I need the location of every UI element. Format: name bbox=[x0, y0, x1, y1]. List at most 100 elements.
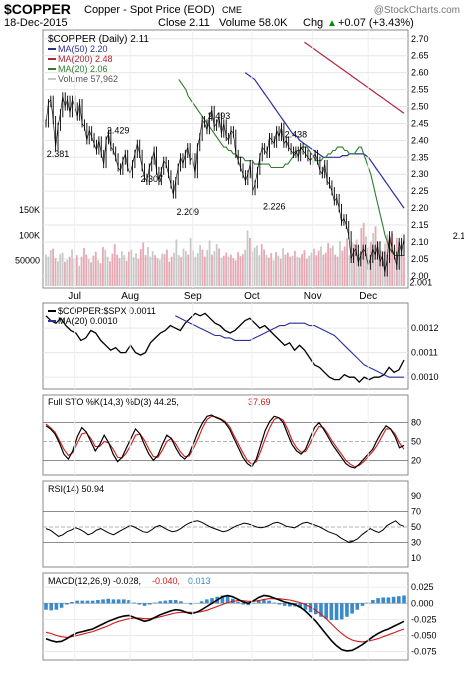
macd-histogram-bar bbox=[251, 602, 256, 604]
rsi-y-tick: 70 bbox=[411, 506, 421, 516]
volume-bar bbox=[343, 246, 346, 286]
macd-histogram-bar bbox=[262, 599, 266, 604]
chg-value: +0.07 (+3.43%) bbox=[338, 17, 414, 29]
volume-bar bbox=[331, 245, 334, 286]
volume-bar bbox=[301, 254, 303, 286]
macd-histogram-bar bbox=[96, 600, 100, 604]
ratio-y-tick: 0.0011 bbox=[411, 348, 438, 358]
volume-bar bbox=[220, 257, 223, 286]
volume-bar bbox=[52, 248, 55, 286]
volume-bar bbox=[64, 261, 66, 286]
volume-bar bbox=[158, 259, 161, 286]
volume-bar bbox=[116, 254, 119, 286]
volume-bar bbox=[334, 254, 337, 286]
volume-bar bbox=[377, 241, 379, 286]
macd-histogram-bar bbox=[111, 599, 116, 604]
stochastic-panel bbox=[42, 394, 409, 476]
sto-y-tick: 20 bbox=[411, 455, 421, 465]
month-label: Jul bbox=[68, 291, 81, 302]
volume-bar bbox=[320, 246, 322, 286]
volume-bar bbox=[208, 240, 211, 286]
volume-bar bbox=[135, 253, 137, 286]
macd-histogram-bar bbox=[127, 600, 131, 604]
price-y-tick: 2.30 bbox=[411, 169, 429, 179]
volume-bar bbox=[225, 252, 228, 286]
volume-bar bbox=[403, 256, 405, 286]
volume-bar bbox=[104, 249, 107, 286]
ratio-line bbox=[45, 312, 405, 384]
volume-bar bbox=[90, 262, 92, 286]
price-layer: 2.70 2.65 2.60 2.55 2.50 2.45 2.40 2.35 2.30 2.25… bbox=[15, 34, 464, 288]
volume-bar bbox=[163, 254, 166, 286]
volume-bar bbox=[388, 240, 391, 286]
rsi-title: RSI(14) 50.94 bbox=[48, 484, 104, 494]
volume-bar bbox=[83, 248, 85, 286]
close-value: Close 2.11 bbox=[158, 17, 210, 29]
price-annotation: 2.429 bbox=[107, 125, 130, 135]
volume-bar bbox=[239, 256, 242, 286]
volume-bar bbox=[199, 245, 202, 286]
volume-bar bbox=[393, 247, 396, 286]
macd-histogram-bar bbox=[163, 600, 168, 604]
volume-bar bbox=[279, 258, 282, 286]
ratio-panel bbox=[42, 302, 409, 390]
macd-histogram-bar bbox=[236, 601, 240, 604]
volume-bar bbox=[329, 248, 332, 286]
volume-bar bbox=[246, 230, 249, 286]
volume-bar bbox=[211, 254, 213, 286]
up-arrow-icon: ▲ bbox=[327, 18, 337, 29]
volume-bar bbox=[303, 250, 306, 286]
month-label: Oct bbox=[244, 291, 260, 302]
volume-bar bbox=[109, 261, 111, 286]
volume-bar bbox=[322, 254, 325, 286]
volume-bar bbox=[113, 244, 116, 286]
volume-bar bbox=[75, 255, 78, 286]
volume-bar bbox=[66, 259, 69, 286]
macd-histogram-bar bbox=[345, 603, 349, 617]
macd-y-tick: 0.025 bbox=[411, 582, 434, 592]
macd-y-tick: -0.075 bbox=[411, 647, 437, 657]
macd-histogram-bar bbox=[64, 603, 69, 605]
macd-histogram-bar bbox=[122, 599, 126, 604]
macd-histogram-bar bbox=[308, 603, 313, 613]
volume-bar bbox=[194, 256, 197, 286]
volume-bar bbox=[360, 227, 363, 286]
volume-bar bbox=[362, 222, 365, 286]
ratio-ma-line bbox=[175, 315, 404, 378]
rsi-y-tick: 30 bbox=[411, 538, 421, 548]
volume-bar bbox=[187, 254, 190, 286]
ma200-line bbox=[304, 41, 405, 114]
price-y-tick: 2.10 bbox=[411, 237, 429, 247]
volume-bar bbox=[92, 255, 95, 286]
ratio-legend-label: MA(20) 0.0010 bbox=[58, 316, 118, 326]
macd-histogram-bar bbox=[303, 603, 308, 610]
macd-layer: 0.025 0.000 -0.025 -0.050 -0.075 MACD(12,26,9… bbox=[43, 576, 437, 657]
volume-bar bbox=[180, 257, 183, 286]
macd-panel bbox=[42, 572, 409, 661]
macd-histogram-bar bbox=[334, 603, 339, 620]
macd-histogram-bar bbox=[101, 599, 105, 604]
volume-bar bbox=[196, 253, 199, 286]
volume-bar bbox=[201, 249, 204, 286]
volume-bar bbox=[305, 258, 308, 286]
macd-histogram-bar bbox=[70, 601, 74, 604]
macd-histogram-bar bbox=[59, 603, 64, 608]
volume-bar bbox=[54, 258, 57, 286]
volume-bar bbox=[97, 260, 100, 286]
macd-histogram-bar bbox=[220, 595, 225, 604]
ratio-layer: 0.0012 0.0011 0.0010 $COPPER:$SPX 0.0011MA(… bbox=[43, 306, 439, 384]
macd-histogram-bar bbox=[147, 603, 152, 605]
macd-line bbox=[45, 594, 405, 652]
price-y-tick: 2.25 bbox=[411, 186, 429, 196]
chg-label: Chg bbox=[303, 17, 323, 29]
macd-histogram-bar bbox=[90, 600, 95, 604]
macd-histogram-bar bbox=[75, 600, 79, 604]
macd-histogram-bar bbox=[142, 603, 147, 606]
volume-bar bbox=[317, 250, 320, 286]
volume-bar bbox=[56, 261, 59, 286]
sto-y-tick: 50 bbox=[411, 437, 421, 447]
volume-bar bbox=[189, 238, 192, 286]
volume-bar bbox=[275, 252, 277, 286]
sto-d-line bbox=[45, 415, 405, 468]
macd-histogram-bar bbox=[397, 596, 401, 604]
